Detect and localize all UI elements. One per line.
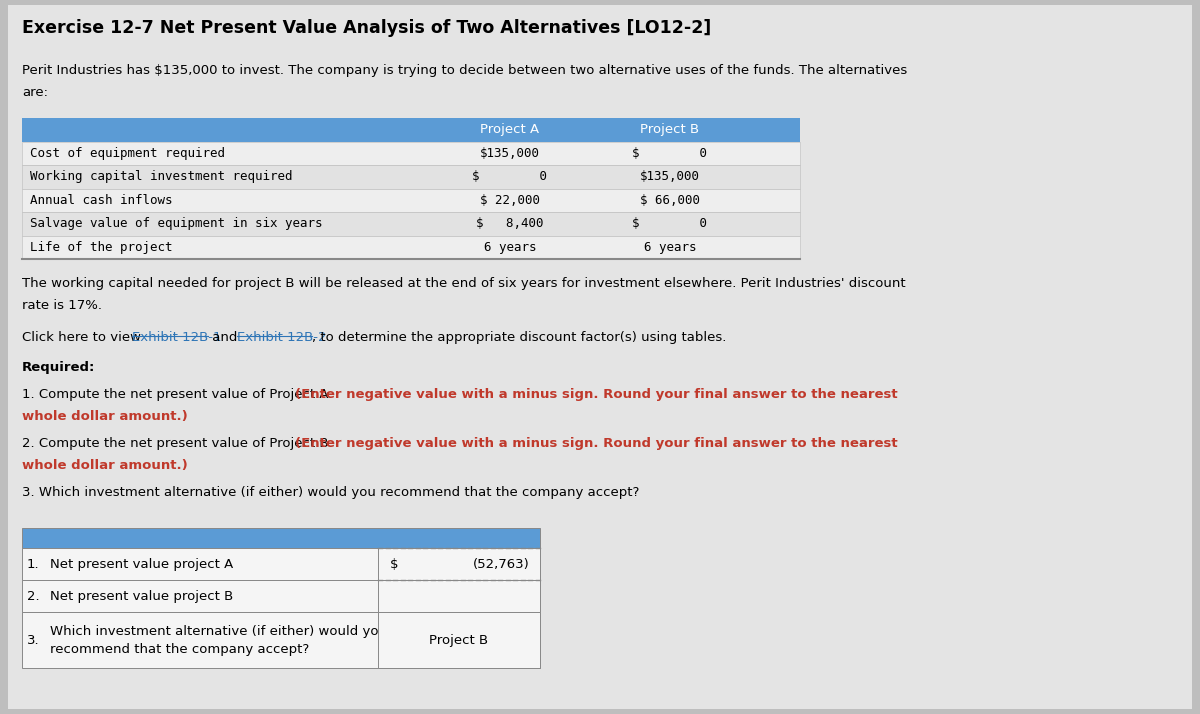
Text: Exercise 12-7 Net Present Value Analysis of Two Alternatives [LO12-2]: Exercise 12-7 Net Present Value Analysis… <box>22 19 712 37</box>
Text: Exhibit 12B-2: Exhibit 12B-2 <box>236 331 326 344</box>
FancyBboxPatch shape <box>22 580 540 612</box>
Text: Project B: Project B <box>641 124 700 136</box>
Text: Salvage value of equipment in six years: Salvage value of equipment in six years <box>30 217 323 230</box>
Text: rate is 17%.: rate is 17%. <box>22 299 102 312</box>
FancyBboxPatch shape <box>22 212 800 236</box>
Text: Perit Industries has $135,000 to invest. The company is trying to decide between: Perit Industries has $135,000 to invest.… <box>22 64 907 77</box>
Text: , to determine the appropriate discount factor(s) using tables.: , to determine the appropriate discount … <box>312 331 726 344</box>
FancyBboxPatch shape <box>22 528 540 548</box>
Text: Net present value project A: Net present value project A <box>50 558 233 570</box>
Text: Which investment alternative (if either) would you
recommend that the company ac: Which investment alternative (if either)… <box>50 625 386 655</box>
Text: 2. Compute the net present value of Project B.: 2. Compute the net present value of Proj… <box>22 437 337 450</box>
Text: The working capital needed for project B will be released at the end of six year: The working capital needed for project B… <box>22 277 906 290</box>
Text: $ 66,000: $ 66,000 <box>640 193 700 207</box>
FancyBboxPatch shape <box>22 141 800 165</box>
FancyBboxPatch shape <box>22 548 540 580</box>
FancyBboxPatch shape <box>22 118 800 141</box>
Text: Cost of equipment required: Cost of equipment required <box>30 147 226 160</box>
Text: Net present value project B: Net present value project B <box>50 590 233 603</box>
Text: $135,000: $135,000 <box>480 147 540 160</box>
Text: Life of the project: Life of the project <box>30 241 173 253</box>
Text: Project B: Project B <box>430 633 488 646</box>
Text: Required:: Required: <box>22 361 95 374</box>
Text: 1.: 1. <box>28 558 40 570</box>
Text: Annual cash inflows: Annual cash inflows <box>30 193 173 207</box>
Text: 6 years: 6 years <box>484 241 536 253</box>
Text: $: $ <box>390 558 398 570</box>
Text: Project A: Project A <box>480 124 540 136</box>
Text: 2.: 2. <box>28 590 40 603</box>
Text: $        0: $ 0 <box>632 147 708 160</box>
Text: 3. Which investment alternative (if either) would you recommend that the company: 3. Which investment alternative (if eith… <box>22 486 640 499</box>
Text: 1. Compute the net present value of Project A.: 1. Compute the net present value of Proj… <box>22 388 337 401</box>
FancyBboxPatch shape <box>22 165 800 188</box>
FancyBboxPatch shape <box>378 612 540 668</box>
Text: $135,000: $135,000 <box>640 170 700 183</box>
FancyBboxPatch shape <box>378 548 540 580</box>
FancyBboxPatch shape <box>8 5 1192 709</box>
Text: whole dollar amount.): whole dollar amount.) <box>22 459 187 472</box>
Text: are:: are: <box>22 86 48 99</box>
Text: 6 years: 6 years <box>643 241 696 253</box>
FancyBboxPatch shape <box>22 236 800 259</box>
Text: $        0: $ 0 <box>473 170 547 183</box>
FancyBboxPatch shape <box>22 612 540 668</box>
FancyBboxPatch shape <box>22 188 800 212</box>
Text: (Enter negative value with a minus sign. Round your final answer to the nearest: (Enter negative value with a minus sign.… <box>295 437 898 450</box>
Text: $   8,400: $ 8,400 <box>476 217 544 230</box>
Text: $        0: $ 0 <box>632 217 708 230</box>
Text: (Enter negative value with a minus sign. Round your final answer to the nearest: (Enter negative value with a minus sign.… <box>295 388 898 401</box>
Text: whole dollar amount.): whole dollar amount.) <box>22 410 187 423</box>
Text: (52,763): (52,763) <box>473 558 530 570</box>
FancyBboxPatch shape <box>378 580 540 612</box>
Text: Exhibit 12B-1: Exhibit 12B-1 <box>132 331 222 344</box>
Text: Working capital investment required: Working capital investment required <box>30 170 293 183</box>
Text: $ 22,000: $ 22,000 <box>480 193 540 207</box>
Text: and: and <box>208 331 241 344</box>
Text: Click here to view: Click here to view <box>22 331 145 344</box>
Text: 3.: 3. <box>28 633 40 646</box>
